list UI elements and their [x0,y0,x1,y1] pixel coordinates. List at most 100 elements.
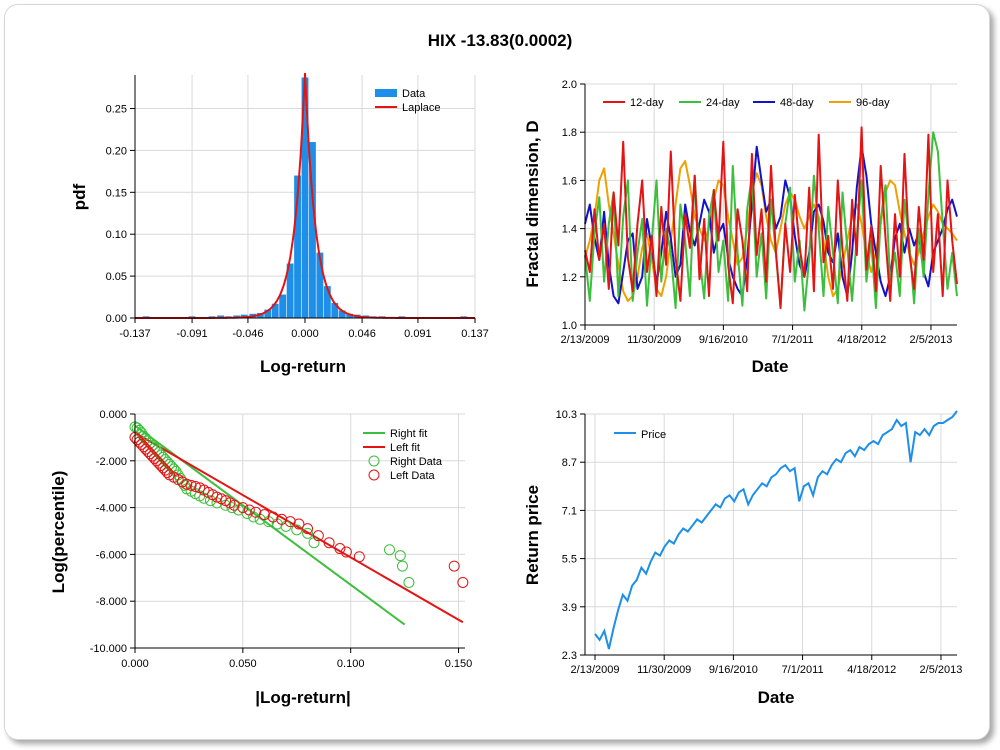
x-tick-label: 11/30/2009 [627,334,681,346]
y-tick-label: 0.10 [106,229,127,241]
left-fit-line [134,431,464,624]
y-tick-label: 1.8 [562,127,577,139]
percentile-y-ticks: 0.000 -2.000 -4.000 -6.000 -8.000 -10.000 [90,409,135,655]
price-y-ticks: 2.3 3.9 5.5 7.1 8.7 10.3 [556,409,585,662]
left-data-points [129,431,469,588]
histogram-bar [338,310,346,318]
series-line-96-day [584,160,958,302]
histogram-bar [271,303,279,318]
x-tick-label: 0.150 [445,658,473,670]
left-data-point [353,551,365,563]
y-tick-label: -8.000 [96,596,127,608]
x-tick-label: 0.000 [121,658,149,670]
left-data-point [267,511,279,523]
x-tick-label: 4/18/2012 [847,664,896,676]
histogram-panel: -0.137 -0.091 -0.046 0.000 0.046 0.091 0.137 0… [70,72,489,376]
histogram-bar [346,313,354,318]
x-tick-label: 7/1/2011 [782,664,824,676]
left-data-point [243,504,255,516]
y-tick-label: -10.000 [90,643,127,655]
left-data-point [323,537,335,549]
legend-swatch-data [375,89,397,97]
fractal-dimension-panel: 2/13/2009 11/30/2009 9/16/2010 7/1/2011 4/18… [523,79,958,376]
y-tick-label: -4.000 [96,503,127,515]
x-tick-label: -0.137 [119,328,150,340]
percentile-x-label: |Log-return| [255,688,350,707]
price-x-label: Date [758,688,795,707]
legend-label-left-fit: Left fit [390,442,420,454]
legend-swatch-right-data [368,455,380,467]
x-tick-label: 7/1/2011 [772,334,814,346]
y-tick-label: 2.0 [562,79,577,91]
fractal-legend: 12-day 24-day 48-day 96-day [603,97,890,109]
x-tick-label: 2/5/2013 [920,664,963,676]
left-data-point [334,543,346,555]
y-tick-label: 5.5 [562,554,577,566]
fractal-x-label: Date [752,357,789,376]
chart-frame [4,4,990,740]
y-tick-label: 3.9 [562,602,577,614]
legend-label-laplace: Laplace [402,102,441,114]
percentile-legend: Right fit Left fit Right Data Left Data [363,428,443,482]
fractal-axes [584,84,957,326]
left-data-point [185,479,197,491]
price-x-ticks: 2/13/2009 11/30/2009 9/16/2010 7/1/2011 4/18… [571,655,963,676]
fractal-series [584,126,958,312]
left-data-point [457,576,469,588]
right-data-point [394,550,406,562]
y-tick-label: 8.7 [562,457,577,469]
left-data-point [312,530,324,542]
histogram-bar [279,294,287,318]
left-data-point [258,509,270,521]
y-tick-label: 0.00 [106,313,127,325]
histogram-bar [294,175,301,318]
y-tick-label: 1.2 [562,272,577,284]
fractal-y-ticks: 1.0 1.2 1.4 1.6 1.8 2.0 [562,79,585,332]
x-tick-label: 4/18/2012 [837,334,886,346]
x-tick-label: -0.091 [176,328,207,340]
y-tick-label: -6.000 [96,549,127,561]
percentile-x-ticks: 0.000 0.050 0.100 0.150 [121,648,472,670]
x-tick-label: 0.046 [348,328,376,340]
fractal-y-label: Fractal dimension, D [523,120,542,287]
log-percentile-panel: 0.000 0.050 0.100 0.150 0.000 -2.000 -4.000 -6… [49,409,472,707]
left-data-point [228,499,240,511]
price-panel: 2/13/2009 11/30/2009 9/16/2010 7/1/2011 4/18… [523,409,962,707]
legend-label-right-data: Right Data [390,456,443,468]
right-data-point [308,537,320,549]
legend-label-price: Price [641,429,666,441]
left-data-point [250,506,262,518]
fractal-x-ticks: 2/13/2009 11/30/2009 9/16/2010 7/1/2011 4/18… [561,325,952,346]
right-data-point [302,527,314,539]
series-line-12-day [584,126,958,310]
right-data-point [204,495,216,507]
y-tick-label: 2.3 [562,650,577,662]
left-data-point [293,518,305,530]
histogram-legend: Data Laplace [375,88,441,114]
x-tick-label: 0.137 [461,328,489,340]
legend-label-right-fit: Right fit [390,428,427,440]
histogram-bar [301,77,309,318]
legend-swatch-left-data [368,469,380,481]
y-tick-label: 0.20 [106,145,127,157]
histogram-bar [323,286,331,318]
price-legend: Price [614,429,666,441]
left-data-point [284,516,296,528]
legend-label-12-day: 12-day [630,97,664,109]
left-data-point [237,502,249,514]
x-tick-label: 0.100 [337,658,365,670]
right-data-point [384,544,396,556]
histogram-bar [331,302,339,318]
histogram-bar [217,315,225,318]
x-tick-label: 9/16/2010 [699,334,748,346]
histogram-bar [309,142,316,318]
histogram-bar [264,309,272,318]
series-line-24-day [584,131,958,312]
x-tick-label: 11/30/2009 [637,664,691,676]
page-title: HIX -13.83(0.0002) [427,31,573,50]
histogram-bar [256,312,264,318]
legend-label-left-data: Left Data [390,470,436,482]
price-line [594,410,958,650]
y-tick-label: 10.3 [556,409,577,421]
